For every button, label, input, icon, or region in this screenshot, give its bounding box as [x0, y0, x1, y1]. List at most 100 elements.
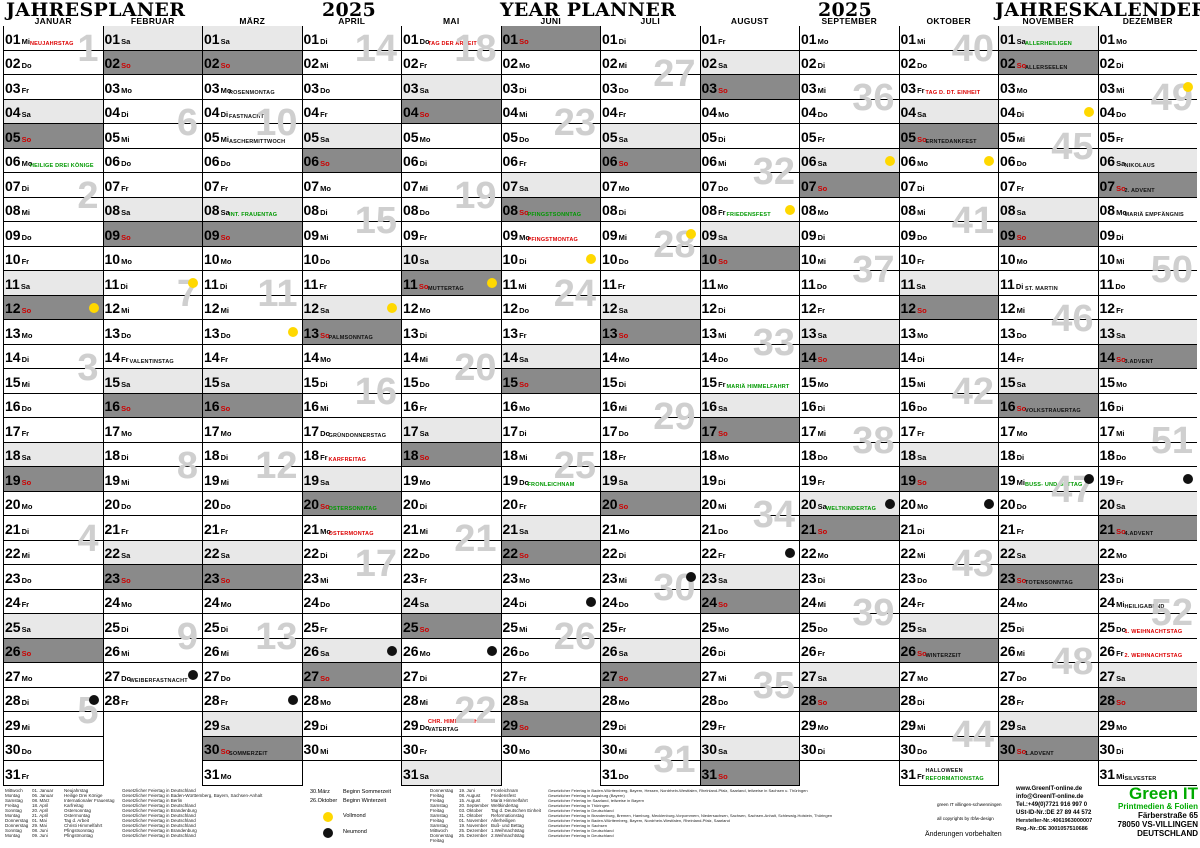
day-cell[interactable]: 06Di: [402, 148, 501, 173]
day-cell[interactable]: 19Sa: [601, 467, 700, 492]
day-cell[interactable]: 09Do: [899, 222, 998, 247]
day-cell[interactable]: 25Mi: [501, 614, 600, 639]
day-cell[interactable]: 23Do: [899, 565, 998, 590]
day-cell[interactable]: 15Mi: [899, 369, 998, 394]
day-cell[interactable]: 20Sa WELTKINDERTAG: [800, 491, 899, 516]
day-cell[interactable]: 27Fr: [501, 663, 600, 688]
day-cell[interactable]: 20So: [601, 491, 700, 516]
day-cell[interactable]: 07So: [800, 173, 899, 198]
day-cell[interactable]: 04Di FASTNACHT: [203, 99, 302, 124]
day-cell[interactable]: 26So: [4, 638, 103, 663]
day-cell[interactable]: 12Sa: [601, 295, 700, 320]
day-cell[interactable]: 31So: [700, 761, 799, 786]
day-cell[interactable]: 15Sa: [103, 369, 202, 394]
day-cell[interactable]: 29Mo: [800, 712, 899, 737]
day-cell[interactable]: 13Mo: [899, 320, 998, 345]
day-cell[interactable]: 06So: [601, 148, 700, 173]
day-cell[interactable]: 17Do: [601, 418, 700, 443]
day-cell[interactable]: 28Mi: [402, 687, 501, 712]
day-cell[interactable]: 01So: [501, 26, 600, 51]
day-cell[interactable]: 12Do: [501, 295, 600, 320]
day-cell[interactable]: 04Di: [999, 99, 1098, 124]
day-cell[interactable]: 16So: [203, 393, 302, 418]
day-cell[interactable]: 14So: [800, 344, 899, 369]
day-cell[interactable]: 11Fr: [601, 271, 700, 296]
day-cell[interactable]: 10Mo: [103, 246, 202, 271]
day-cell[interactable]: 26Fr: [800, 638, 899, 663]
day-cell[interactable]: 25Fr: [302, 614, 401, 639]
day-cell[interactable]: 11Sa: [4, 271, 103, 296]
day-cell[interactable]: 14Mo: [302, 344, 401, 369]
day-cell[interactable]: 05Fr: [1098, 124, 1197, 149]
day-cell[interactable]: 20Do: [103, 491, 202, 516]
day-cell[interactable]: 18So: [402, 442, 501, 467]
day-cell[interactable]: 13Fr: [501, 320, 600, 345]
day-cell[interactable]: 11Fr: [302, 271, 401, 296]
day-cell[interactable]: 10Fr: [899, 246, 998, 271]
day-cell[interactable]: 27Sa: [800, 663, 899, 688]
day-cell[interactable]: 10So: [700, 246, 799, 271]
day-cell[interactable]: 22Di: [302, 540, 401, 565]
day-cell[interactable]: 01Sa ALLERHEILIGEN: [999, 26, 1098, 51]
day-cell[interactable]: 07Do: [700, 173, 799, 198]
day-cell[interactable]: 10Do: [302, 246, 401, 271]
day-cell[interactable]: 23Do: [4, 565, 103, 590]
day-cell[interactable]: 22Mi: [4, 540, 103, 565]
day-cell[interactable]: 23Mo: [501, 565, 600, 590]
day-cell[interactable]: 19Fr: [1098, 467, 1197, 492]
day-cell[interactable]: 03Mo: [999, 75, 1098, 100]
day-cell[interactable]: 14Sa: [501, 344, 600, 369]
day-cell[interactable]: 29Sa: [999, 712, 1098, 737]
day-cell[interactable]: 10Fr: [4, 246, 103, 271]
day-cell[interactable]: 12Mi: [999, 295, 1098, 320]
day-cell[interactable]: 12Fr: [1098, 295, 1197, 320]
day-cell[interactable]: 21Fr: [203, 516, 302, 541]
day-cell[interactable]: 08Mi: [899, 197, 998, 222]
day-cell[interactable]: 05Mi: [999, 124, 1098, 149]
day-cell[interactable]: 22So: [501, 540, 600, 565]
day-cell[interactable]: 10Mi: [800, 246, 899, 271]
day-cell[interactable]: 02Do: [899, 50, 998, 75]
day-cell[interactable]: 21Mo OSTERMONTAG: [302, 516, 401, 541]
day-cell[interactable]: 27Do WEIBERFASTNACHT: [103, 663, 202, 688]
day-cell[interactable]: 19Mo: [402, 467, 501, 492]
day-cell[interactable]: 08Fr FRIEDENSFEST: [700, 197, 799, 222]
day-cell[interactable]: 29So: [501, 712, 600, 737]
day-cell[interactable]: 19Mi BUSS- UND BETTAG: [999, 467, 1098, 492]
day-cell[interactable]: 01Sa: [203, 26, 302, 51]
day-cell[interactable]: 04Sa: [4, 99, 103, 124]
day-cell[interactable]: 22Mo: [1098, 540, 1197, 565]
day-cell[interactable]: 28Fr: [103, 687, 202, 712]
day-cell[interactable]: 11Do: [1098, 271, 1197, 296]
day-cell[interactable]: 18Fr: [601, 442, 700, 467]
day-cell[interactable]: 01Mi NEUJAHRSTAG: [4, 26, 103, 51]
day-cell[interactable]: 28Fr: [203, 687, 302, 712]
day-cell[interactable]: 15Sa: [999, 369, 1098, 394]
day-cell[interactable]: 12Mi: [203, 295, 302, 320]
day-cell[interactable]: 29Di: [302, 712, 401, 737]
day-cell[interactable]: 20Do: [203, 491, 302, 516]
day-cell[interactable]: 08Sa INT. FRAUENTAG: [203, 197, 302, 222]
day-cell[interactable]: 22Sa: [103, 540, 202, 565]
day-cell[interactable]: 09Fr: [402, 222, 501, 247]
day-cell[interactable]: 09Mo PFINGSTMONTAG: [501, 222, 600, 247]
day-cell[interactable]: 28Sa: [501, 687, 600, 712]
day-cell[interactable]: 05So: [4, 124, 103, 149]
day-cell[interactable]: 18Di: [999, 442, 1098, 467]
day-cell[interactable]: 04Di: [103, 99, 202, 124]
day-cell[interactable]: 28So: [800, 687, 899, 712]
day-cell[interactable]: 14Fr VALENTINSTAG: [103, 344, 202, 369]
day-cell[interactable]: 23So: [203, 565, 302, 590]
day-cell[interactable]: 24Mi HEILIGABEND: [1098, 589, 1197, 614]
day-cell[interactable]: 23Sa: [700, 565, 799, 590]
day-cell[interactable]: 19Sa: [302, 467, 401, 492]
day-cell[interactable]: 30Do: [899, 736, 998, 761]
day-cell[interactable]: 03Mi: [1098, 75, 1197, 100]
day-cell[interactable]: 04Fr: [302, 99, 401, 124]
day-cell[interactable]: 17Di: [501, 418, 600, 443]
day-cell[interactable]: 05So ERNTEDANKFEST: [899, 124, 998, 149]
day-cell[interactable]: 08Di: [601, 197, 700, 222]
day-cell[interactable]: 11Di: [103, 271, 202, 296]
day-cell[interactable]: 30Do: [4, 736, 103, 761]
day-cell[interactable]: 15Do: [402, 369, 501, 394]
